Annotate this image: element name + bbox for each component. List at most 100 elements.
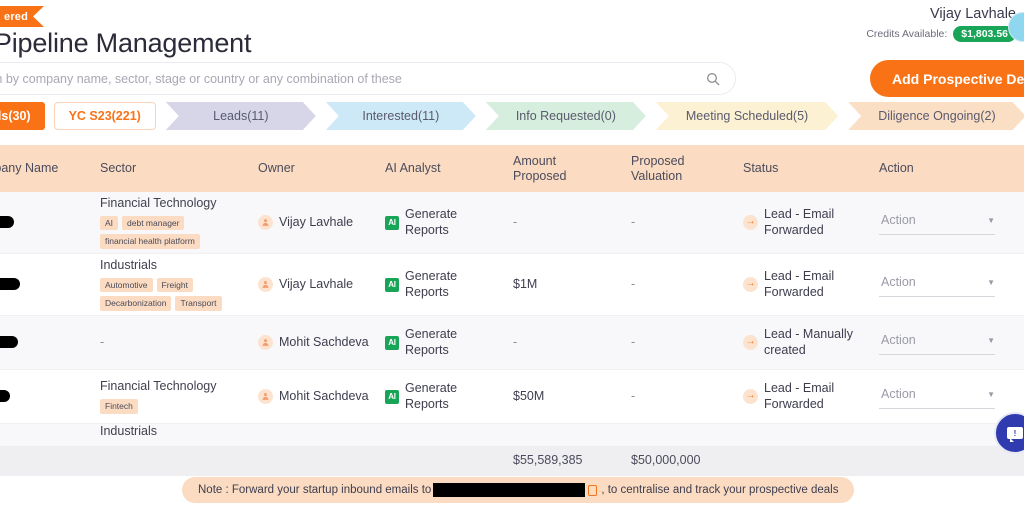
cell-ai-analyst[interactable]: AI Generate Reports: [379, 381, 507, 412]
tab-all-deals[interactable]: eals(30): [0, 102, 45, 130]
user-name: Vijay Lavhale: [930, 6, 1016, 22]
credits-row: Credits Available: $1,803.56: [866, 26, 1016, 42]
cell-owner: Mohit Sachdeva: [252, 389, 379, 405]
search-bar[interactable]: [0, 62, 736, 95]
pipeline-tabs: eals(30) YC S23(221) Leads(11) Intereste…: [0, 102, 1024, 130]
arrow-right-icon: →: [743, 215, 758, 230]
action-dropdown-value: Action: [881, 275, 916, 290]
search-input[interactable]: [0, 71, 705, 86]
cell-company-name: [0, 277, 94, 293]
add-prospective-deals-button[interactable]: Add Prospective Deals: [870, 60, 1024, 97]
table-row[interactable]: Industrials Automotive Freight Decarboni…: [0, 254, 1024, 316]
totals-row: $55,589,385 $50,000,000: [0, 446, 1024, 476]
action-dropdown-value: Action: [881, 333, 916, 348]
sector-tag: Decarbonization: [100, 296, 172, 311]
arrow-right-icon: →: [743, 277, 758, 292]
cell-company-name: [0, 215, 94, 231]
table-row[interactable]: Industrials: [0, 424, 1024, 446]
tab-interested[interactable]: Interested(11): [326, 102, 476, 130]
cell-proposed-valuation: -: [631, 214, 636, 229]
sector-name: Industrials: [100, 258, 157, 273]
cell-ai-analyst[interactable]: AI Generate Reports: [379, 327, 507, 358]
cell-owner: Vijay Lavhale: [252, 215, 379, 231]
cell-action[interactable]: Action ▼: [873, 384, 995, 409]
forwarding-note: Note : Forward your startup inbound emai…: [182, 477, 855, 503]
redacted-email: [433, 483, 586, 497]
tab-diligence-ongoing[interactable]: Diligence Ongoing(2): [848, 102, 1024, 130]
cell-sector: Industrials Automotive Freight Decarboni…: [94, 258, 252, 311]
cell-amount-proposed: -: [513, 334, 518, 349]
table-row[interactable]: Financial Technology AI debt manager fin…: [0, 192, 1024, 254]
status-text: Lead - Manually created: [764, 326, 853, 357]
chat-support-button[interactable]: !: [994, 412, 1024, 454]
col-amount-line1: Amount: [513, 154, 557, 169]
col-amount-line2: Proposed: [513, 168, 567, 183]
cell-proposed-valuation: -: [631, 334, 636, 349]
cell-sector: Financial Technology AI debt manager fin…: [94, 196, 252, 249]
chat-bubble-icon: !: [1007, 427, 1023, 442]
col-status: Status: [743, 161, 779, 176]
owner-name: Vijay Lavhale: [279, 214, 354, 229]
deals-table: Company Name Sector Owner AI Analyst Amo…: [0, 145, 1024, 476]
generate-reports-link[interactable]: Generate Reports: [405, 326, 458, 357]
sector-name: Industrials: [100, 424, 157, 438]
ai-icon: AI: [385, 215, 399, 230]
search-icon: [707, 72, 720, 85]
page-title: al Pipeline Management: [0, 28, 252, 58]
cell-owner: Mohit Sachdeva: [252, 335, 379, 351]
col-sector: Sector: [100, 161, 137, 176]
sector-tag: AI: [100, 215, 119, 231]
cell-status: → Lead - Manually created: [737, 327, 873, 358]
action-dropdown[interactable]: Action ▼: [879, 384, 995, 409]
col-amount-proposed: Amount Proposed: [507, 154, 625, 183]
owner-name: Vijay Lavhale: [279, 276, 354, 291]
tab-info-requested[interactable]: Info Requested(0): [486, 102, 646, 130]
note-prefix: Note : Forward your startup inbound emai…: [198, 484, 432, 496]
cell-action[interactable]: Action ▼: [873, 210, 995, 235]
action-dropdown[interactable]: Action ▼: [879, 272, 995, 297]
action-dropdown[interactable]: Action ▼: [879, 210, 995, 235]
action-dropdown-value: Action: [881, 213, 916, 228]
table-row[interactable]: - Mohit Sachdeva AI Generate Reports - -: [0, 316, 1024, 370]
generate-reports-link[interactable]: Generate Reports: [405, 206, 458, 237]
cell-owner: Vijay Lavhale: [252, 277, 379, 293]
sector-tags: Fintech: [100, 399, 246, 414]
cell-ai-analyst[interactable]: AI Generate Reports: [379, 269, 507, 300]
cell-action[interactable]: Action ▼: [873, 330, 995, 355]
copy-icon[interactable]: [588, 484, 598, 496]
ai-powered-ribbon: ered: [0, 6, 44, 27]
credits-label: Credits Available:: [866, 28, 948, 40]
redacted-company-name: [0, 278, 20, 291]
sector-tag: financial health platform: [100, 234, 200, 249]
person-icon: [258, 215, 273, 230]
redacted-company-name: [0, 336, 18, 349]
sector-tag: Fintech: [100, 399, 138, 414]
cell-ai-analyst[interactable]: AI Generate Reports: [379, 207, 507, 238]
generate-reports-link[interactable]: Generate Reports: [405, 380, 458, 411]
cell-status: → Lead - Email Forwarded: [737, 381, 873, 412]
sector-tag: Freight: [156, 277, 193, 293]
tab-yc-s23[interactable]: YC S23(221): [53, 102, 156, 130]
cell-company-name: [0, 389, 94, 405]
chevron-down-icon: ▼: [987, 390, 995, 399]
action-dropdown[interactable]: Action ▼: [879, 330, 995, 355]
col-company-name: Company Name: [0, 161, 59, 176]
totals-amount-proposed: $55,589,385: [513, 453, 583, 468]
sector-tag: Automotive: [100, 277, 153, 293]
tab-meeting-scheduled[interactable]: Meeting Scheduled(5): [656, 102, 838, 130]
cell-amount-proposed: $50M: [513, 388, 545, 403]
table-header-row: Company Name Sector Owner AI Analyst Amo…: [0, 145, 1024, 192]
ai-icon: AI: [385, 335, 399, 350]
chevron-down-icon: ▼: [987, 278, 995, 287]
generate-reports-link[interactable]: Generate Reports: [405, 268, 458, 299]
tab-leads[interactable]: Leads(11): [166, 102, 316, 130]
note-suffix: , to centralise and track your prospecti…: [601, 484, 839, 496]
table-row[interactable]: Financial Technology Fintech Mohit Sachd…: [0, 370, 1024, 424]
action-dropdown-value: Action: [881, 387, 916, 402]
cell-sector: Industrials: [94, 424, 252, 444]
cell-amount-proposed: -: [513, 214, 518, 229]
cell-action[interactable]: Action ▼: [873, 272, 995, 297]
user-block: Vijay Lavhale Credits Available: $1,803.…: [866, 6, 1016, 42]
ai-icon: AI: [385, 389, 399, 404]
